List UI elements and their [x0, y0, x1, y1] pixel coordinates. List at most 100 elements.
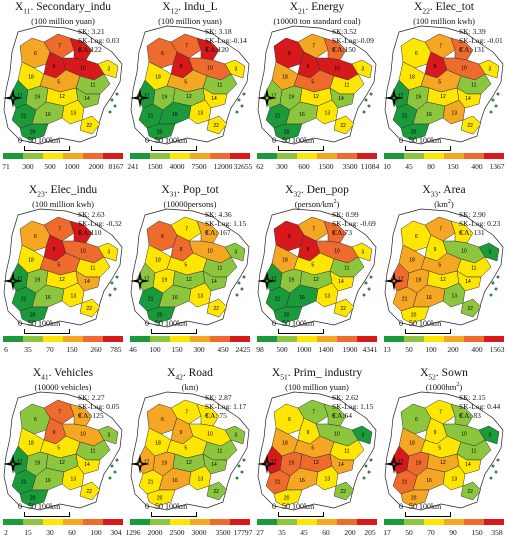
legend-swatch: [384, 336, 404, 342]
legend-swatch: [297, 519, 317, 525]
variable-name: . Prim_ industry: [287, 367, 363, 379]
island-shape: [489, 110, 493, 114]
region-number: 10: [207, 432, 213, 438]
stat-ca: CA: 131: [459, 228, 485, 237]
variable-code-letter: X: [271, 367, 281, 379]
stat-ca: CA:150: [332, 45, 356, 54]
scale-bar: 0 50 100km: [399, 319, 459, 335]
variable-code-index: 31: [169, 189, 178, 199]
map-panel: X52. Sown (1000hm2) 6 7 8 9 10 3 18 5 11 17 19 12 14 21…: [381, 366, 507, 549]
map-region: [478, 242, 500, 262]
region-number: 19: [416, 278, 422, 284]
region-number: 16: [426, 295, 432, 301]
variable-code-index: 23: [37, 189, 45, 199]
region-number: 22: [340, 306, 346, 312]
legend-ticks: 98 500 1000 1400 1900 4341: [254, 345, 380, 355]
map-region: [400, 123, 430, 141]
variable-name: . Den_pop: [300, 184, 349, 196]
region-number: 21: [402, 480, 408, 486]
region-number: 19: [35, 95, 41, 101]
panel-unit: (100 million yuan): [127, 14, 253, 26]
region-number: 22: [213, 306, 219, 312]
legend-swatch: [464, 153, 484, 159]
scale-label: 0 50 100km: [399, 136, 442, 145]
legend-tick-label: 12000: [213, 162, 233, 171]
region-number: 6: [288, 234, 291, 240]
variable-code-letter: X: [167, 367, 176, 379]
island-shape: [362, 476, 366, 480]
island-shape: [108, 293, 112, 297]
region-number: 7: [439, 227, 442, 233]
choropleth-map: 6 7 8 9 10 3 18 5 11 17 19 12 14 21 16 13 20 22: [3, 25, 123, 145]
legend-tick-label: 8167: [108, 162, 124, 171]
region-number: 20: [157, 312, 163, 318]
map-panel: X23. Elec_indu (100 million kwh) 6 7 8 9 10 3 18…: [0, 183, 126, 366]
unit-text: (km: [434, 198, 448, 209]
region-number: 18: [155, 75, 161, 81]
stat-sk: SK: 2.15: [459, 393, 486, 402]
scale-label: 0 50 100km: [145, 136, 188, 145]
legend-swatch: [150, 153, 170, 159]
scale-bar: 0 50 100km: [272, 319, 332, 335]
island-shape: [235, 293, 239, 297]
island-shape: [369, 458, 373, 462]
region-number: 18: [282, 75, 288, 81]
legend-tick-label: 27: [256, 528, 264, 537]
variable-code-letter: X: [161, 184, 170, 196]
island-shape: [496, 275, 500, 279]
region-number: 11: [217, 265, 222, 271]
north-arrow-icon: [3, 88, 23, 108]
region-number: 16: [172, 112, 178, 118]
variable-code-letter: X: [28, 184, 38, 196]
legend-ticks: 62 300 600 1500 3500 11084: [254, 162, 380, 172]
region-number: 13: [71, 477, 77, 483]
region-number: 3: [488, 66, 491, 72]
region-number: 20: [30, 495, 36, 501]
region-number: 18: [28, 75, 34, 81]
region-number: 16: [45, 112, 51, 118]
island-shape: [494, 470, 498, 474]
region-number: 21: [148, 297, 154, 303]
region-number: 20: [284, 129, 290, 135]
panel-unit: (100 million yuan): [0, 14, 126, 26]
stat-sk: SK: 3.39: [459, 27, 486, 36]
variable-code-index: 32: [293, 189, 301, 199]
legend-tick-label: 17: [383, 528, 391, 537]
region-number: 10: [80, 432, 86, 438]
legend-swatch: [257, 336, 277, 342]
region-number: 6: [288, 51, 291, 57]
region-number: 18: [409, 75, 415, 81]
stat-ca: CA:120: [205, 45, 229, 54]
legend-ticks: 27 35 45 60 200 205: [254, 528, 380, 538]
stat-sk: SK: 3.18: [205, 27, 232, 36]
region-number: 11: [471, 82, 476, 88]
legend-tick-label: 45: [300, 528, 308, 537]
scale-bar: 0 50 100km: [399, 136, 459, 152]
legend-swatch: [317, 519, 337, 525]
map-region: [146, 123, 176, 141]
map-region: [206, 481, 228, 501]
region-number: 12: [186, 277, 192, 283]
legend-tick-label: 45: [405, 162, 413, 171]
region-number: 19: [35, 278, 41, 284]
region-number: 6: [34, 234, 37, 240]
region-number: 6: [288, 417, 291, 423]
variable-code-index: 11: [23, 6, 31, 16]
legend-swatch: [357, 336, 377, 342]
region-number: 9: [434, 430, 437, 436]
legend-tick-label: 80: [427, 162, 435, 171]
variable-code-letter: X: [285, 184, 294, 196]
island-shape: [242, 275, 246, 279]
scale-label: 0 50 100km: [18, 136, 61, 145]
map-panel: X51. Prim_ industry (100 million yuan) 6 7 8…: [254, 366, 380, 549]
region-number: 3: [361, 249, 364, 255]
region-number: 5: [311, 263, 314, 269]
region-number: 3: [361, 66, 364, 72]
legend-tick-label: 100: [425, 345, 437, 354]
region-number: 20: [284, 312, 290, 318]
region-number: 5: [311, 446, 314, 452]
legend-swatch: [63, 519, 83, 525]
choropleth-map: 6 7 8 9 10 3 18 5 11 17 19 12 14 21 16 13 20 22: [257, 25, 377, 145]
map-region: [79, 298, 101, 318]
island-shape: [491, 98, 495, 102]
